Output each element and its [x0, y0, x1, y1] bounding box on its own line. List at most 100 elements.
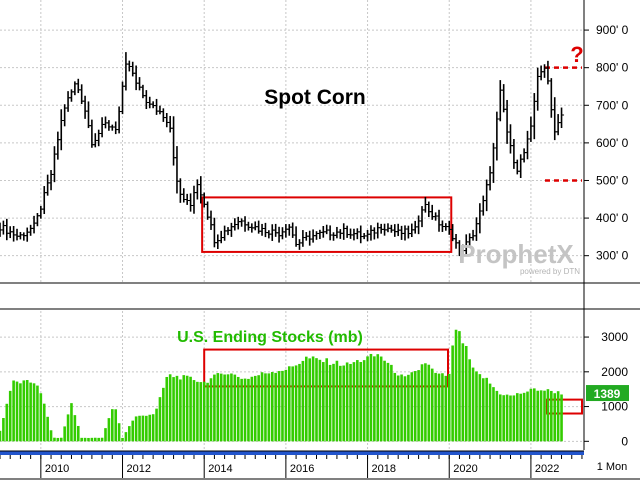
stocks-bar: [315, 358, 318, 442]
stocks-bar: [403, 376, 407, 442]
stocks-bar: [376, 354, 380, 442]
stocks-bar: [390, 364, 393, 442]
stocks-bar: [287, 366, 291, 442]
stocks-bar: [97, 437, 100, 442]
stocks-bar: [100, 437, 104, 442]
stocks-bar: [519, 393, 522, 442]
stocks-bar: [270, 372, 274, 442]
stocks-bar: [284, 369, 288, 442]
stocks-y-tick-label: 2000: [601, 365, 628, 379]
stocks-bar: [8, 390, 12, 442]
stocks-bar: [502, 395, 505, 442]
stocks-bar: [70, 403, 73, 442]
stocks-bar: [46, 416, 49, 442]
stocks-bar: [15, 381, 19, 442]
stocks-bar: [475, 371, 478, 442]
stocks-bar: [148, 414, 152, 442]
stocks-bar: [117, 423, 121, 442]
stocks-bar: [536, 390, 540, 442]
stocks-bar: [298, 363, 301, 442]
stocks-bar: [247, 378, 250, 442]
last-value-tag: [586, 385, 629, 402]
stocks-bar: [141, 415, 145, 442]
stocks-bar: [277, 371, 281, 442]
stocks-bar: [216, 373, 220, 442]
question-mark-annotation: ?: [570, 42, 583, 67]
stocks-bar: [243, 378, 247, 442]
stocks-bar: [114, 409, 118, 442]
stocks-bar: [420, 364, 424, 442]
stocks-bar: [417, 370, 420, 442]
stocks-bar: [233, 374, 237, 442]
stocks-bar: [250, 376, 254, 442]
stocks-bar: [209, 378, 213, 442]
stocks-bar: [383, 360, 386, 442]
stocks-bar: [498, 394, 502, 442]
stocks-bar: [76, 425, 80, 442]
stocks-bar: [32, 383, 36, 442]
stocks-bar: [373, 356, 376, 442]
stocks-bar: [458, 331, 461, 442]
stocks-bar: [471, 367, 475, 442]
price-bars: [0, 52, 565, 257]
stocks-bar: [505, 394, 509, 442]
x-tick-label: 2016: [290, 463, 314, 475]
stocks-bar: [526, 391, 529, 442]
stocks-bar: [42, 403, 46, 442]
stocks-bar: [461, 343, 465, 442]
stocks-bar: [434, 372, 437, 442]
stocks-bar: [349, 363, 352, 442]
stocks-bar: [128, 426, 131, 442]
stocks-bar: [396, 375, 400, 442]
stocks-bar: [2, 417, 5, 442]
text-layer: Spot Corn U.S. Ending Stocks (mb) ? Prop…: [45, 23, 629, 475]
stocks-bar: [39, 393, 43, 442]
stocks-bar: [213, 374, 216, 442]
stocks-bar: [138, 415, 141, 442]
stocks-bar: [56, 437, 60, 442]
price-y-tick-label: 500' 0: [596, 173, 629, 187]
stocks-bar: [550, 390, 553, 442]
watermark-tagline: powered by DTN: [520, 267, 580, 276]
stocks-bar: [522, 392, 526, 442]
stocks-bar: [80, 437, 83, 442]
last-value-label: 1389: [594, 387, 621, 401]
stocks-bar: [410, 372, 414, 442]
price-y-tick-label: 600' 0: [596, 136, 629, 150]
stocks-bar: [107, 418, 111, 442]
price-y-tick-label: 800' 0: [596, 61, 629, 75]
stocks-bar: [73, 415, 77, 442]
stocks-bar: [430, 368, 434, 442]
stocks-bar: [424, 363, 427, 442]
stocks-bar: [386, 362, 390, 442]
stocks-bar: [492, 387, 495, 442]
stocks-y-tick-label: 3000: [601, 330, 628, 344]
stocks-bar: [66, 414, 70, 442]
stocks-bar: [226, 374, 230, 442]
watermark-brand: ProphetX: [458, 239, 574, 269]
stocks-bar: [5, 403, 9, 442]
stocks-bar: [294, 365, 298, 442]
stocks-bar: [400, 374, 403, 442]
x-tick-label: 2010: [45, 463, 69, 475]
stocks-bar: [158, 397, 162, 442]
stocks-bar: [267, 373, 271, 442]
stocks-bar: [339, 365, 342, 442]
x-tick-label: 2022: [535, 463, 559, 475]
stocks-bar: [556, 391, 560, 442]
stocks-chart-title: U.S. Ending Stocks (mb): [177, 329, 363, 346]
stocks-bar: [253, 375, 257, 442]
stocks-bar: [63, 426, 66, 442]
stocks-bar: [427, 364, 431, 442]
stocks-bar: [304, 356, 308, 442]
stocks-bar: [447, 373, 451, 442]
stocks-bar: [560, 394, 563, 442]
stocks-bar: [236, 376, 240, 442]
x-tick-label: 2012: [127, 463, 151, 475]
stocks-bar: [441, 373, 444, 442]
price-y-tick-label: 700' 0: [596, 98, 629, 112]
stocks-bar: [264, 373, 267, 442]
stocks-bar: [512, 395, 516, 442]
